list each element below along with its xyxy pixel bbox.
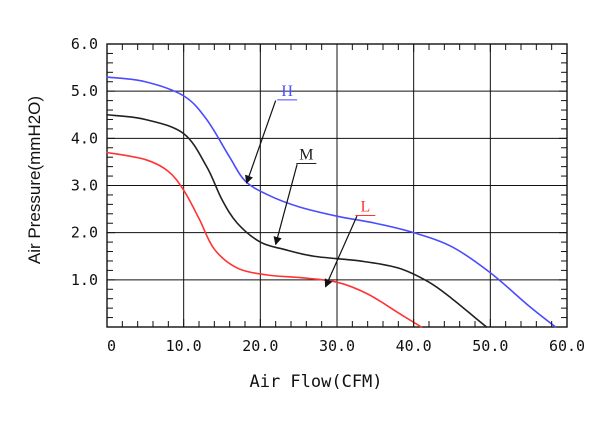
y-tick-label: 2.0: [71, 224, 98, 242]
series-line-m: [106, 113, 488, 328]
series-line-l: [106, 151, 423, 328]
series-pointer-arrow-m: [273, 164, 298, 246]
y-tick-label: 1.0: [71, 271, 98, 289]
series-label-h: H: [281, 83, 293, 100]
y-tick-label: 3.0: [71, 177, 98, 195]
x-tick-label: 0: [107, 337, 116, 355]
x-tick-label: 50.0: [472, 337, 508, 355]
x-tick-label: 60.0: [549, 337, 585, 355]
series-line-h: [106, 76, 557, 328]
series-label-m: M: [299, 147, 313, 164]
series-label-l: L: [360, 198, 370, 215]
y-tick-label: 4.0: [71, 129, 98, 147]
y-axis-title: Air Pressure(mmH2O): [25, 96, 44, 264]
y-tick-label: 5.0: [71, 82, 98, 100]
y-tick-label: 6.0: [71, 35, 98, 53]
x-tick-label: 20.0: [242, 337, 278, 355]
x-tick-label: 40.0: [396, 337, 432, 355]
series-pointer-arrow-h: [245, 100, 277, 184]
series-pointer-arrow-l: [324, 215, 358, 288]
x-tick-label: 10.0: [166, 337, 202, 355]
x-tick-label: 30.0: [319, 337, 355, 355]
x-axis-title: Air Flow(CFM): [249, 372, 382, 392]
